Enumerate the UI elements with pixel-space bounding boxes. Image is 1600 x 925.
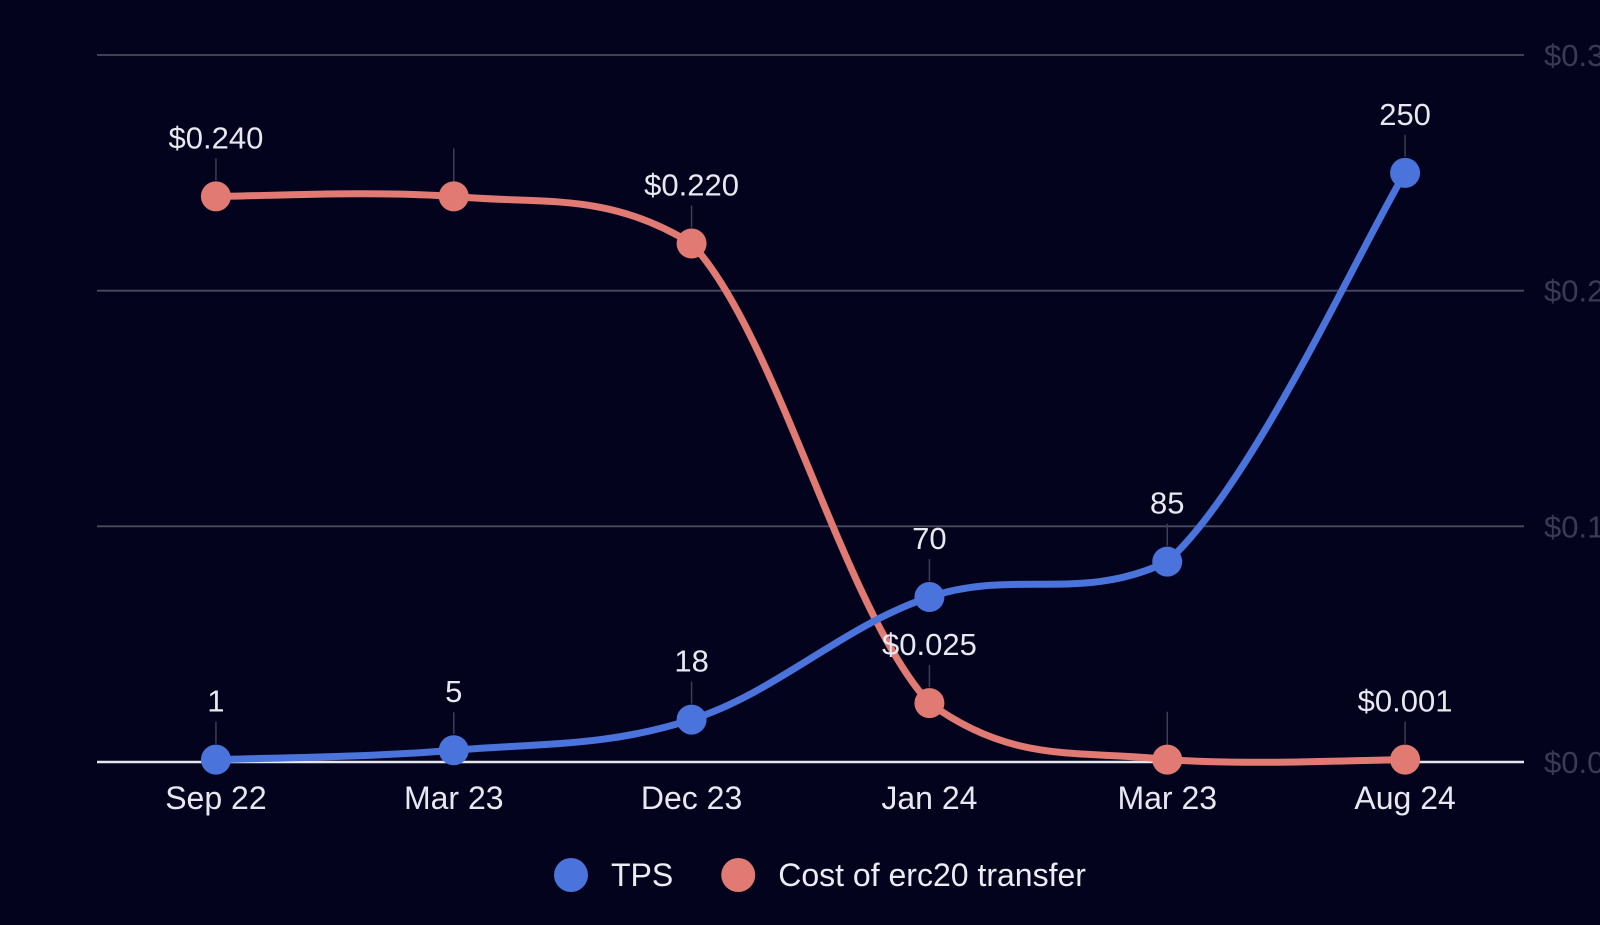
cost-data-label: $0.025 [882, 627, 977, 662]
x-axis: Sep 22 Mar 23 Dec 23 Jan 24 Mar 23 Aug 24 [165, 780, 1456, 816]
tps-data-label: 70 [912, 521, 946, 556]
cost-data-point [1390, 744, 1421, 775]
x-tick-label: Dec 23 [641, 780, 742, 816]
cost-data-point [200, 181, 231, 212]
cost-data-label: $0.240 [169, 120, 264, 155]
cost-data-point [914, 688, 945, 719]
cost-data-point [676, 228, 707, 259]
tps-data-point [914, 582, 945, 613]
legend-swatch [721, 858, 756, 892]
x-tick-label: Jan 24 [881, 780, 977, 816]
legend-label: Cost of erc20 transfer [778, 857, 1086, 893]
right-axis-tick-label: $0.1 [1544, 509, 1600, 544]
cost-data-label: $0.001 [1358, 684, 1453, 719]
legend: TPS Cost of erc20 transfer [554, 857, 1086, 893]
data-labels: $0.240 $0.220 $0.025 $0.001 1 5 18 70 85 250 [169, 97, 1453, 719]
legend-label: TPS [611, 857, 673, 893]
legend-swatch [554, 858, 588, 892]
tps-data-label: 5 [445, 674, 462, 709]
tps-data-label: 1 [207, 684, 224, 719]
tps-data-point [676, 704, 707, 735]
label-guides [215, 134, 1406, 750]
x-tick-label: Mar 23 [1117, 780, 1217, 816]
cost-series-line [212, 190, 1409, 766]
data-points [200, 157, 1421, 775]
x-tick-label: Mar 23 [404, 780, 504, 816]
tps-data-label: 250 [1379, 97, 1431, 132]
x-tick-label: Aug 24 [1354, 780, 1455, 816]
tps-data-point [200, 744, 231, 775]
right-axis-tick-label: $0.2 [1544, 274, 1600, 309]
cost-data-label: $0.220 [644, 168, 739, 203]
cost-data-point [438, 181, 469, 212]
tps-data-point [1390, 157, 1421, 188]
right-axis-tick-label: $0.0 [1544, 745, 1600, 780]
cost-data-point [1152, 744, 1183, 775]
tps-data-point [438, 735, 469, 766]
right-axis: $0.0 $0.1 $0.2 $0.3 [1544, 38, 1600, 780]
series-lines [212, 169, 1409, 766]
tps-data-label: 85 [1150, 486, 1184, 521]
right-axis-tick-label: $0.3 [1544, 38, 1600, 73]
tps-data-label: 18 [674, 644, 708, 679]
tps-data-point [1152, 546, 1183, 577]
x-tick-label: Sep 22 [165, 780, 266, 816]
